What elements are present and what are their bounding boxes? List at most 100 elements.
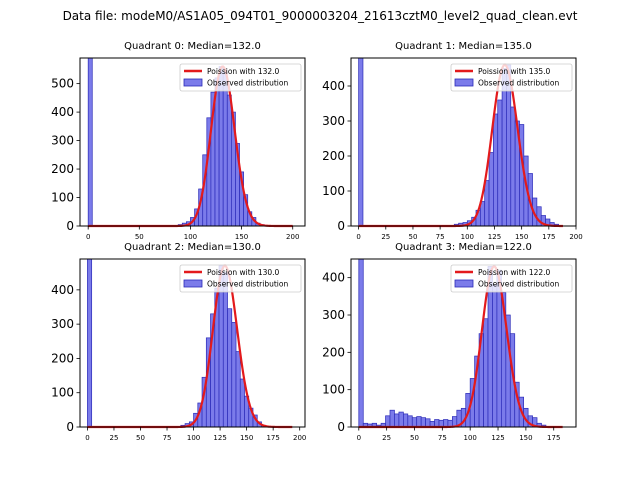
y-tick-label: 200 bbox=[51, 162, 74, 176]
x-tick-label: 150 bbox=[519, 434, 532, 442]
x-tick-label: 200 bbox=[569, 233, 582, 241]
y-tick-label: 400 bbox=[51, 283, 74, 297]
histogram-bar bbox=[497, 99, 503, 227]
y-tick-label: 0 bbox=[337, 420, 345, 434]
y-tick-label: 100 bbox=[322, 383, 345, 397]
legend-box bbox=[179, 63, 302, 92]
histogram-bar bbox=[483, 318, 489, 428]
y-tick-label: 500 bbox=[51, 77, 74, 91]
y-tick-label: 400 bbox=[51, 105, 74, 119]
x-tick-label: 175 bbox=[547, 434, 560, 442]
histogram-bar bbox=[403, 413, 409, 428]
axes-frame bbox=[79, 57, 306, 227]
legend-line-label: Poission with 135.0 bbox=[478, 67, 551, 76]
legend-bar-label: Observed distribution bbox=[478, 79, 559, 88]
quadrant-2-panel: Quadrant 2: Median=130.0 Poission with 1… bbox=[51, 242, 306, 442]
legend: Poission with 130.0 Observed distributio… bbox=[179, 264, 302, 293]
histogram-bar bbox=[222, 71, 228, 227]
x-tick-label: 25 bbox=[381, 233, 390, 241]
x-tick-label: 200 bbox=[293, 434, 306, 442]
x-tick-label: 75 bbox=[436, 233, 445, 241]
legend: Poission with 122.0 Observed distributio… bbox=[450, 264, 573, 293]
panel-title: Quadrant 0: Median=132.0 bbox=[124, 41, 261, 52]
y-tick-label: 100 bbox=[51, 191, 74, 205]
histogram-bar bbox=[358, 57, 364, 227]
histogram-bar bbox=[87, 57, 93, 227]
y-tick-label: 100 bbox=[322, 184, 345, 198]
x-tick-label: 0 bbox=[85, 434, 89, 442]
y-tick-label: 400 bbox=[322, 271, 345, 285]
x-tick-label: 150 bbox=[515, 233, 528, 241]
x-tick-label: 50 bbox=[136, 434, 145, 442]
legend-line-label: Poission with 130.0 bbox=[207, 268, 280, 277]
axes-frame bbox=[350, 57, 577, 227]
legend-box bbox=[450, 63, 573, 92]
histogram-bar bbox=[385, 415, 391, 428]
y-tick-label: 0 bbox=[66, 219, 74, 233]
histogram-bar bbox=[235, 351, 241, 428]
legend: Poission with 132.0 Observed distributio… bbox=[179, 63, 302, 92]
panel-title: Quadrant 3: Median=122.0 bbox=[395, 242, 532, 253]
x-tick-label: 0 bbox=[357, 434, 361, 442]
x-tick-label: 50 bbox=[410, 434, 419, 442]
legend-bar-label: Observed distribution bbox=[478, 280, 559, 289]
y-tick-label: 300 bbox=[322, 114, 345, 128]
legend: Poission with 135.0 Observed distributio… bbox=[450, 63, 573, 92]
histogram-bar bbox=[411, 417, 418, 428]
x-tick-label: 75 bbox=[163, 434, 172, 442]
panel-title: Quadrant 2: Median=130.0 bbox=[124, 242, 261, 253]
legend-bar-label: Observed distribution bbox=[207, 79, 288, 88]
histogram-bar bbox=[510, 106, 516, 227]
y-tick-label: 200 bbox=[51, 351, 74, 365]
y-tick-label: 300 bbox=[51, 317, 74, 331]
x-tick-label: 125 bbox=[491, 434, 504, 442]
y-tick-label: 0 bbox=[337, 219, 345, 233]
x-tick-label: 25 bbox=[382, 434, 391, 442]
legend-bar-swatch bbox=[183, 78, 203, 87]
legend-box bbox=[179, 264, 302, 293]
x-tick-label: 100 bbox=[461, 233, 474, 241]
histogram-bar bbox=[492, 284, 498, 428]
histogram-bar bbox=[488, 152, 494, 227]
histogram-bar bbox=[434, 419, 440, 428]
histogram-bar bbox=[227, 308, 233, 428]
x-tick-label: 0 bbox=[356, 233, 360, 241]
x-tick-label: 0 bbox=[86, 233, 90, 241]
y-tick-label: 300 bbox=[322, 308, 345, 322]
x-tick-label: 100 bbox=[187, 434, 200, 442]
histogram-bar bbox=[394, 413, 400, 428]
legend-line-label: Poission with 132.0 bbox=[207, 67, 280, 76]
histogram-bar bbox=[416, 416, 422, 428]
histogram-bar bbox=[231, 322, 237, 428]
x-tick-label: 175 bbox=[542, 233, 555, 241]
histogram-bar bbox=[358, 258, 364, 428]
histogram-bar bbox=[398, 411, 404, 428]
histogram-bar bbox=[425, 418, 431, 428]
y-tick-label: 0 bbox=[66, 420, 74, 434]
legend-line-label: Poission with 122.0 bbox=[478, 268, 551, 277]
histogram-bar bbox=[484, 180, 490, 227]
histogram-bar bbox=[226, 94, 232, 227]
quadrant-0-panel: Quadrant 0: Median=132.0 Poission with 1… bbox=[51, 41, 306, 241]
x-tick-label: 100 bbox=[184, 233, 197, 241]
histogram-bar bbox=[493, 113, 499, 227]
x-tick-label: 50 bbox=[135, 233, 144, 241]
x-tick-label: 50 bbox=[408, 233, 417, 241]
quadrant-3-panel: Quadrant 3: Median=122.0 Poission with 1… bbox=[322, 242, 577, 442]
panel-title: Quadrant 1: Median=135.0 bbox=[395, 41, 532, 52]
histogram-bar bbox=[87, 258, 93, 428]
histogram-bar bbox=[420, 417, 426, 428]
y-tick-label: 200 bbox=[322, 149, 345, 163]
histogram-bar bbox=[222, 272, 228, 428]
y-tick-label: 400 bbox=[322, 79, 345, 93]
legend-box bbox=[450, 264, 573, 293]
x-tick-label: 25 bbox=[110, 434, 119, 442]
histogram-bar bbox=[407, 415, 413, 428]
x-tick-label: 75 bbox=[438, 434, 447, 442]
y-tick-label: 300 bbox=[51, 134, 74, 148]
histogram-bar bbox=[389, 409, 395, 428]
legend-bar-label: Observed distribution bbox=[207, 280, 288, 289]
axes-frame bbox=[79, 258, 306, 428]
x-tick-label: 150 bbox=[235, 233, 248, 241]
